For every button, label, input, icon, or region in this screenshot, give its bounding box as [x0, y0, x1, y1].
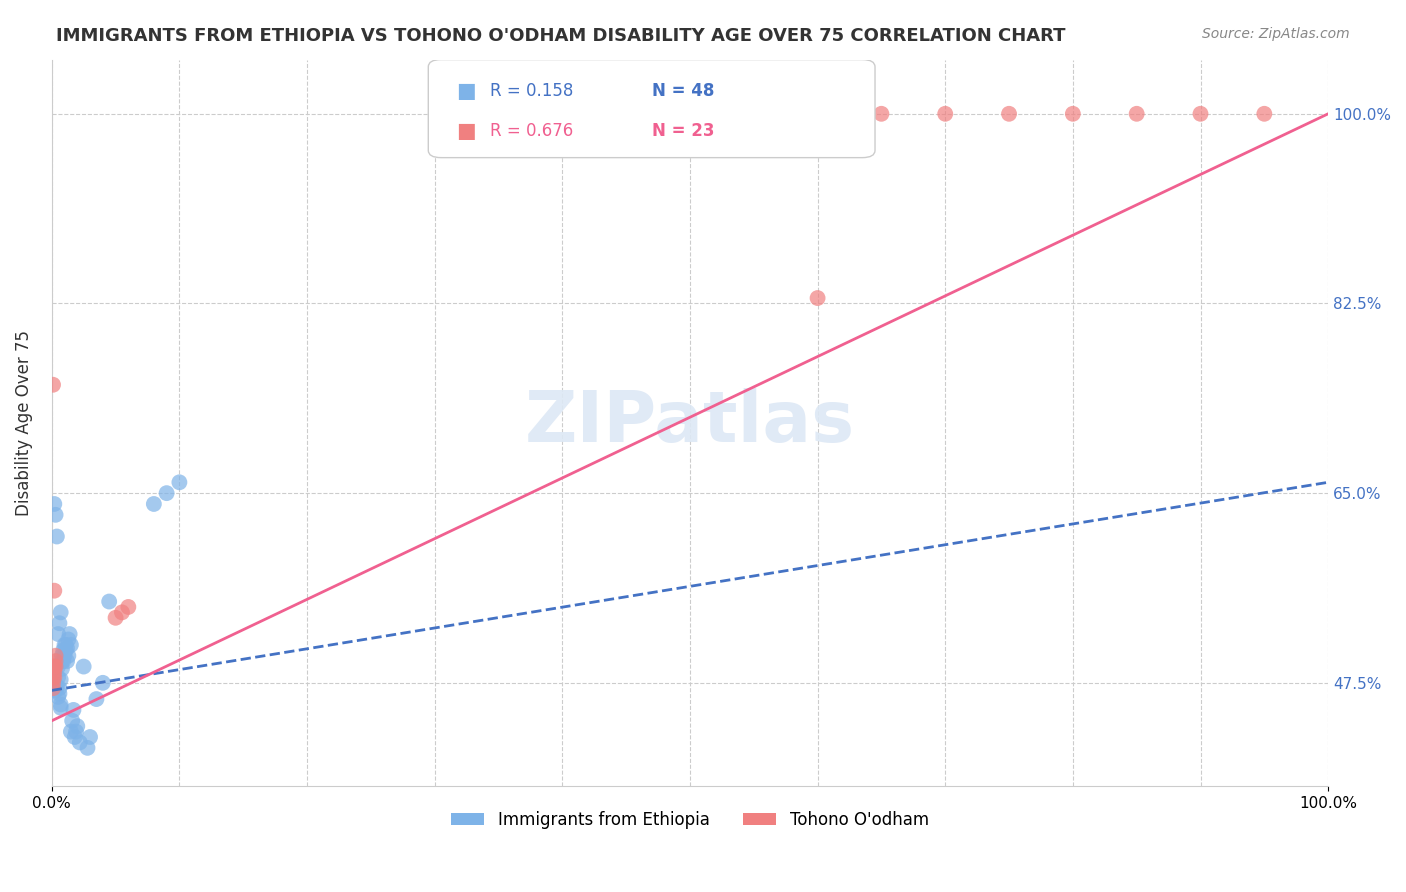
Text: ZIPatlas: ZIPatlas [524, 388, 855, 458]
Y-axis label: Disability Age Over 75: Disability Age Over 75 [15, 330, 32, 516]
Text: N = 48: N = 48 [651, 82, 714, 100]
Text: ■: ■ [457, 120, 477, 141]
Point [46, 690, 69, 704]
Point [59, 638, 82, 652]
Point [42, 675, 65, 690]
Point [53, 648, 76, 663]
Point [69, 735, 91, 749]
Point [46, 659, 69, 673]
Point [46, 627, 69, 641]
Point [49, 606, 72, 620]
Point [46, 670, 69, 684]
Point [52, 643, 75, 657]
Point [44, 583, 66, 598]
FancyBboxPatch shape [429, 60, 875, 158]
Point [44, 497, 66, 511]
Point [111, 606, 134, 620]
Point [1125, 107, 1147, 121]
Point [59, 627, 82, 641]
Point [870, 107, 893, 121]
Point [52, 654, 75, 668]
Point [48, 687, 70, 701]
Point [45, 529, 67, 543]
Text: R = 0.676: R = 0.676 [489, 122, 572, 140]
Point [45, 654, 67, 668]
Point [42, 681, 65, 696]
Point [934, 107, 956, 121]
Point [58, 632, 80, 647]
Point [86, 692, 108, 706]
Point [44, 659, 66, 673]
Point [45, 679, 67, 693]
Point [48, 681, 70, 696]
Point [45, 508, 67, 522]
Point [55, 643, 77, 657]
Point [91, 675, 114, 690]
Point [142, 497, 165, 511]
Point [1062, 107, 1084, 121]
Text: IMMIGRANTS FROM ETHIOPIA VS TOHONO O'ODHAM DISABILITY AGE OVER 75 CORRELATION CH: IMMIGRANTS FROM ETHIOPIA VS TOHONO O'ODH… [56, 27, 1066, 45]
Point [42, 670, 65, 684]
Point [44, 675, 66, 690]
Point [65, 724, 87, 739]
Point [66, 719, 89, 733]
Point [49, 700, 72, 714]
Text: Source: ZipAtlas.com: Source: ZipAtlas.com [1202, 27, 1350, 41]
Point [169, 475, 191, 490]
Point [806, 291, 828, 305]
Text: R = 0.158: R = 0.158 [489, 82, 572, 100]
Point [51, 648, 73, 663]
Point [45, 659, 67, 673]
Point [45, 648, 67, 663]
Point [1253, 107, 1275, 121]
Point [60, 714, 83, 728]
Point [42, 659, 65, 673]
Point [62, 703, 84, 717]
Point [58, 648, 80, 663]
Point [51, 654, 73, 668]
Point [1189, 107, 1212, 121]
Point [156, 486, 179, 500]
Point [44, 665, 66, 679]
Point [104, 611, 127, 625]
Point [44, 670, 66, 684]
Point [56, 654, 79, 668]
Point [76, 740, 98, 755]
Point [55, 638, 77, 652]
Text: N = 23: N = 23 [651, 122, 714, 140]
Point [49, 673, 72, 687]
Point [53, 638, 76, 652]
Point [56, 641, 79, 656]
Point [79, 730, 101, 744]
Point [49, 698, 72, 712]
Point [98, 594, 121, 608]
Legend: Immigrants from Ethiopia, Tohono O'odham: Immigrants from Ethiopia, Tohono O'odham [444, 805, 935, 836]
Point [51, 662, 73, 676]
Point [73, 659, 96, 673]
Point [117, 599, 139, 614]
Point [42, 377, 65, 392]
Point [45, 683, 67, 698]
Text: ■: ■ [457, 81, 477, 101]
Point [59, 724, 82, 739]
Point [48, 616, 70, 631]
Point [63, 730, 86, 744]
Point [998, 107, 1021, 121]
